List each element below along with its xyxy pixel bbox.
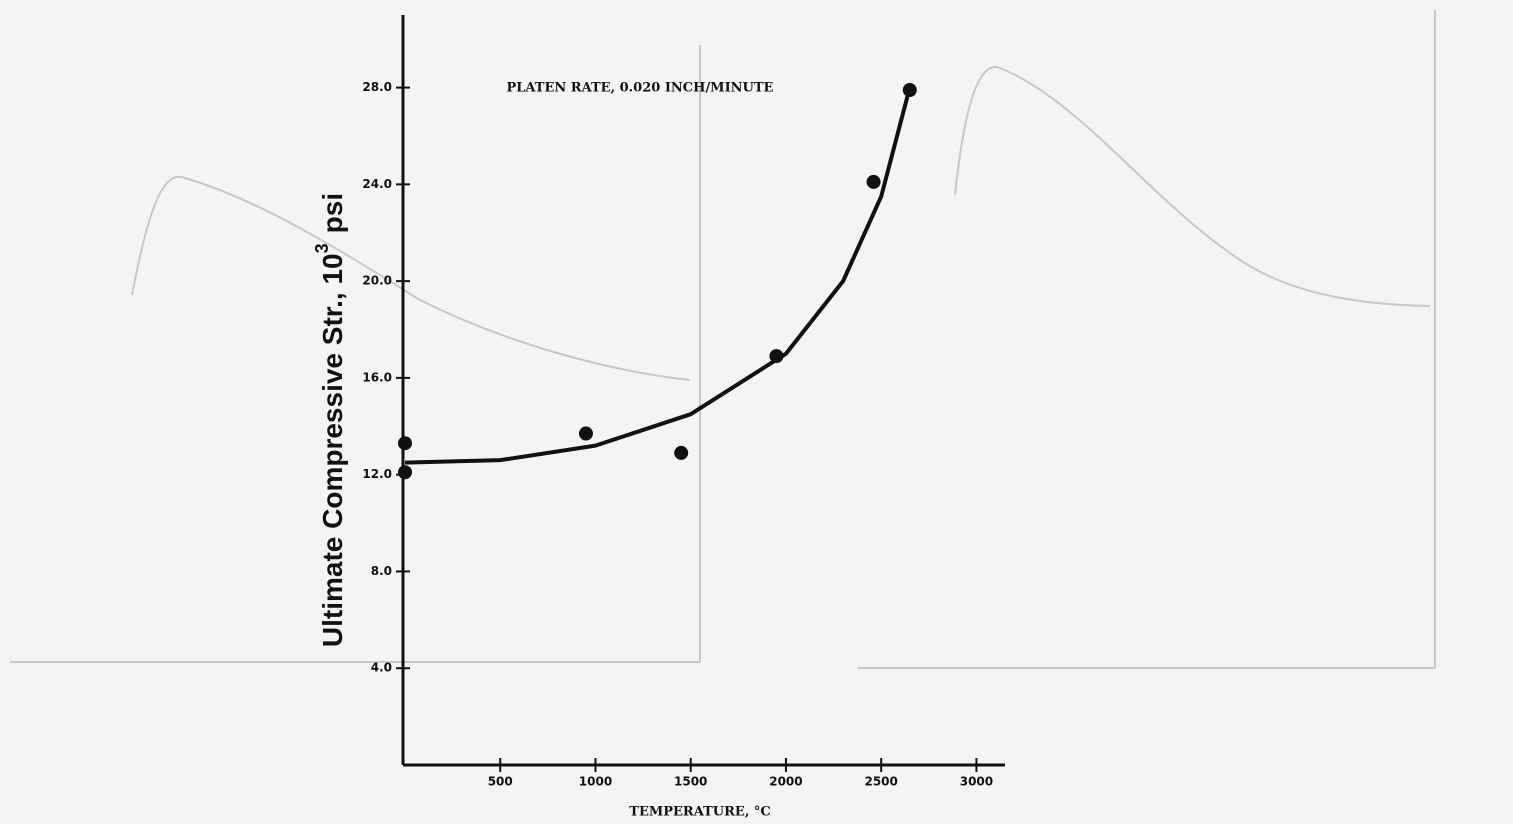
- fit-curve: [404, 87, 912, 465]
- y-label-text: Ultimate Compressive Str., 10: [317, 253, 348, 647]
- ghost-curve: [954, 66, 1431, 307]
- chart-title: PLATEN RATE, 0.020 INCH/MINUTE: [507, 81, 774, 96]
- y-tick-label: 8.0: [371, 564, 392, 578]
- y-tick-label: 20.0: [362, 274, 392, 288]
- x-axis-label: TEMPERATURE, °C: [629, 805, 770, 820]
- data-point: [398, 465, 412, 480]
- y-label-unit: psi: [317, 193, 348, 233]
- data-point: [578, 426, 593, 441]
- x-tick-label: 3000: [960, 775, 993, 789]
- x-tick-label: 2000: [769, 775, 802, 789]
- y-tick-label: 24.0: [362, 177, 392, 191]
- y-tick-label: 16.0: [362, 370, 392, 384]
- x-tick-label: 2500: [864, 775, 897, 789]
- ghost-curve: [131, 175, 691, 381]
- y-tick-label: 28.0: [362, 80, 392, 94]
- y-axis-label: Ultimate Compressive Str., 103 psi: [312, 193, 349, 647]
- x-tick-label: 500: [488, 775, 513, 789]
- y-tick-label: 4.0: [371, 661, 392, 675]
- y-tick-label: 12.0: [362, 467, 392, 481]
- data-point: [398, 436, 412, 451]
- data-point: [866, 174, 881, 189]
- bleed-through: [10, 10, 1436, 669]
- y-label-exponent: 3: [312, 243, 332, 253]
- x-tick-label: 1000: [579, 775, 612, 789]
- x-tick-label: 1500: [674, 775, 707, 789]
- data-point: [674, 445, 689, 460]
